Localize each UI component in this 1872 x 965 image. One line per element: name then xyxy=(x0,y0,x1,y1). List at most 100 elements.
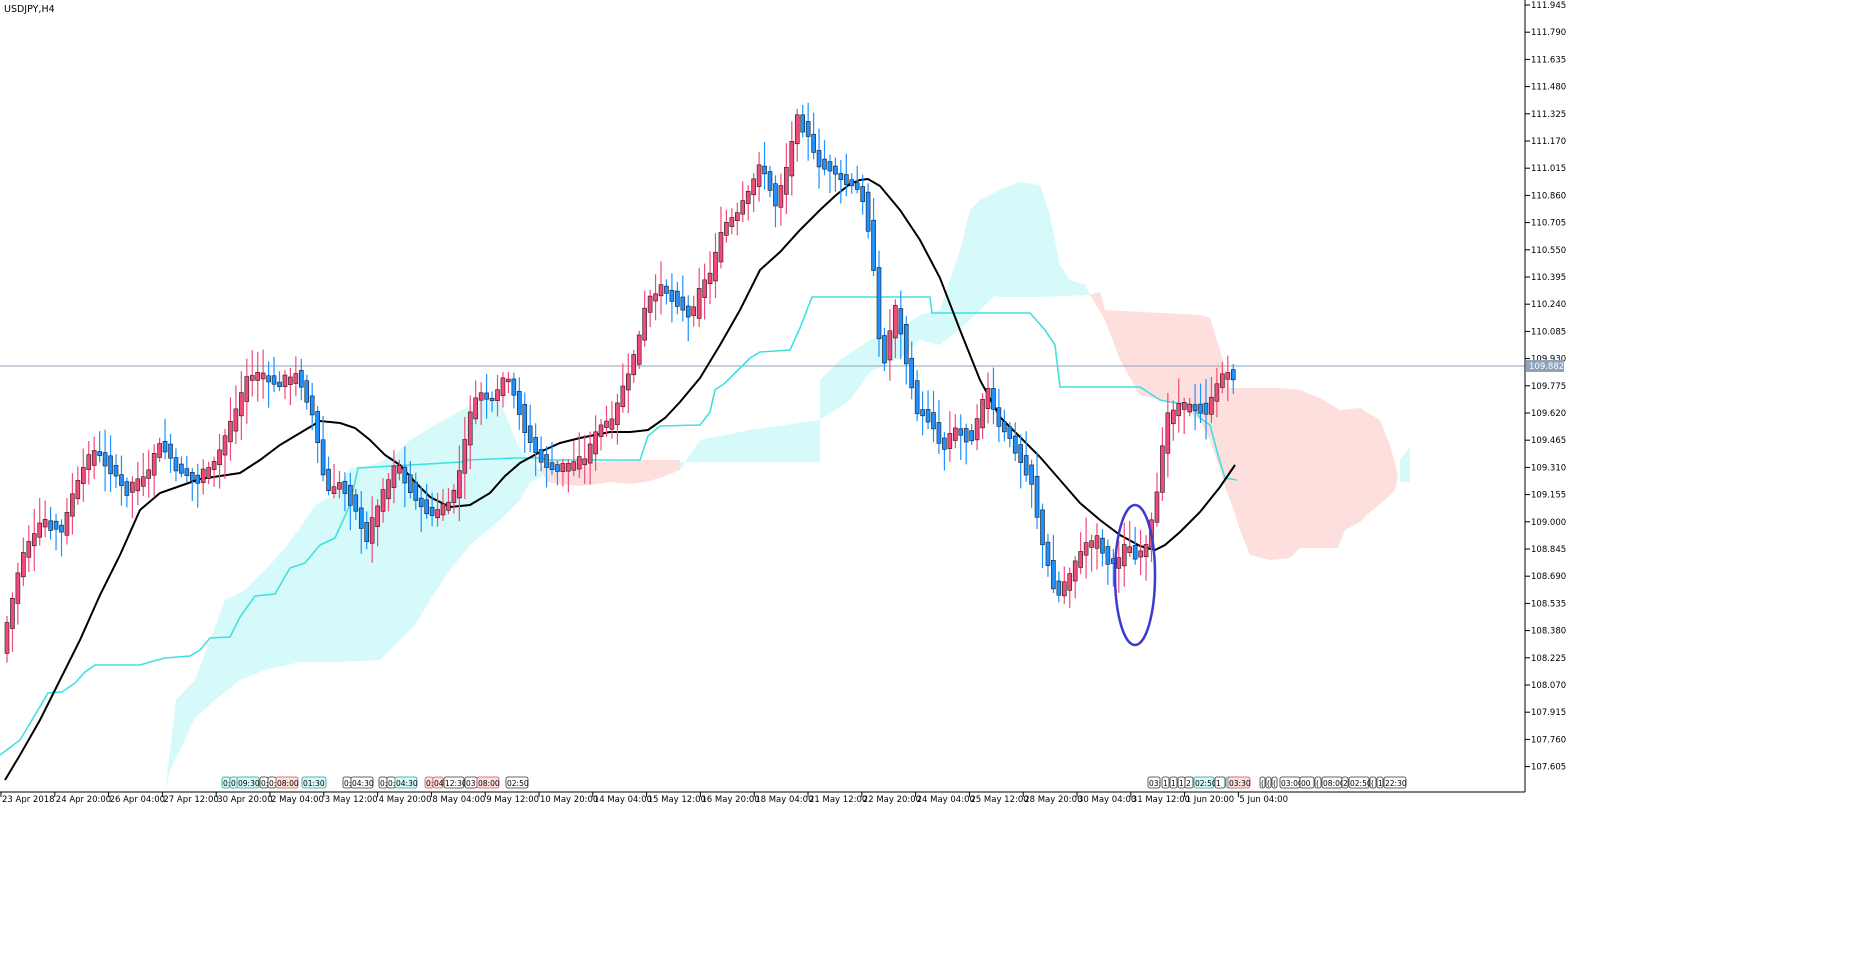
candle-down xyxy=(484,392,489,400)
y-tick-label: 111.325 xyxy=(1531,110,1566,120)
current-price-tag: 109.882 xyxy=(1526,360,1564,372)
candle-down xyxy=(413,481,419,501)
candle-up xyxy=(789,141,795,177)
candle-up xyxy=(233,408,239,432)
candle-up xyxy=(506,378,511,383)
candle-down xyxy=(1034,475,1040,518)
y-tick-label: 110.395 xyxy=(1531,273,1566,283)
candle-up xyxy=(81,467,86,484)
candle-up xyxy=(593,431,598,455)
session-time-label: ( xyxy=(1371,779,1374,788)
candle-up xyxy=(658,284,664,297)
candle-down xyxy=(516,391,522,415)
candle-up xyxy=(495,389,500,402)
session-time-box: 1 xyxy=(1161,776,1170,789)
candle-up xyxy=(217,449,222,466)
cloud-bearish-b xyxy=(1090,292,1398,560)
session-time-label: 02:50 xyxy=(1350,779,1372,788)
candle-down xyxy=(309,395,315,416)
session-time-box: 02:50 xyxy=(505,776,529,789)
candle-down xyxy=(511,378,517,396)
x-tick-label: 15 May 12:00 xyxy=(648,795,706,805)
session-time-box: ( xyxy=(1265,776,1272,789)
y-tick-label: 109.620 xyxy=(1531,409,1566,419)
candle-up xyxy=(446,501,451,511)
session-time-box: 04:30 xyxy=(394,776,418,789)
candle-up xyxy=(1072,560,1078,582)
y-tick-label: 110.240 xyxy=(1531,300,1566,310)
candle-up xyxy=(140,476,146,487)
candle-up xyxy=(293,373,299,384)
candle-down xyxy=(429,507,435,516)
candle-down xyxy=(914,380,920,415)
candle-up xyxy=(1160,445,1165,493)
candle-up xyxy=(609,418,615,430)
y-tick-label: 108.690 xyxy=(1531,572,1566,582)
candle-up xyxy=(260,372,266,380)
candle-down xyxy=(97,451,102,456)
candles-layer xyxy=(4,102,1236,663)
session-time-label: 0: xyxy=(231,779,238,788)
candle-down xyxy=(298,370,304,388)
y-tick-label: 111.480 xyxy=(1531,83,1566,93)
candle-up xyxy=(1116,557,1122,569)
candle-up xyxy=(206,467,211,479)
annotation-ellipse[interactable] xyxy=(1113,503,1157,647)
candle-down xyxy=(342,481,348,494)
candle-up xyxy=(604,420,609,428)
candle-up xyxy=(1209,396,1214,415)
candle-up xyxy=(713,251,718,282)
candle-up xyxy=(4,622,10,654)
candle-up xyxy=(222,435,228,456)
session-time-box: 08:00 xyxy=(1321,776,1345,789)
session-time-label: 03:30 xyxy=(1229,779,1251,788)
x-tick-label: 23 Apr 2018 xyxy=(2,795,55,805)
x-tick-label: 24 May 04:00 xyxy=(917,795,975,805)
candle-down xyxy=(838,173,844,181)
candle-down xyxy=(1045,541,1051,566)
y-tick-label: 111.635 xyxy=(1531,55,1566,65)
x-tick-label: 10 May 20:00 xyxy=(540,795,598,805)
candle-up xyxy=(369,517,375,544)
candle-down xyxy=(898,308,904,335)
candle-up xyxy=(756,164,762,187)
candle-down xyxy=(173,457,179,472)
session-time-label: 0: xyxy=(426,779,433,788)
y-tick-label: 108.380 xyxy=(1531,627,1566,637)
candle-down xyxy=(418,497,424,508)
candle-down xyxy=(1040,509,1045,546)
candle-up xyxy=(1176,403,1182,417)
candle-up xyxy=(462,439,468,474)
candle-up xyxy=(1078,551,1083,568)
candle-down xyxy=(882,335,887,364)
candle-down xyxy=(1230,369,1236,381)
candle-up xyxy=(1089,540,1094,548)
candle-up xyxy=(200,468,206,483)
candle-up xyxy=(571,461,577,471)
y-tick-label: 109.775 xyxy=(1531,382,1566,392)
candle-down xyxy=(903,324,909,365)
session-time-box: 04: xyxy=(432,776,446,789)
x-tick-label: 8 May 04:00 xyxy=(432,795,485,805)
candle-down xyxy=(168,443,173,459)
session-time-label: 12:30 xyxy=(445,779,467,788)
session-time-box: 0: xyxy=(267,776,277,789)
candle-up xyxy=(566,463,571,472)
candle-up xyxy=(974,418,980,441)
candle-up xyxy=(1094,535,1100,549)
candle-up xyxy=(21,552,26,578)
candle-up xyxy=(702,279,707,298)
candle-up xyxy=(500,377,506,397)
candle-up xyxy=(615,402,620,425)
candle-down xyxy=(124,481,130,496)
y-tick-label: 110.705 xyxy=(1531,219,1566,229)
session-time-box: 03: xyxy=(1147,776,1161,789)
y-tick-label: 109.930 xyxy=(1531,355,1566,365)
candle-up xyxy=(1187,403,1192,413)
candle-up xyxy=(887,330,893,361)
candle-down xyxy=(53,520,59,530)
x-tick-label: 21 May 12:00 xyxy=(809,795,867,805)
y-tick-label: 109.000 xyxy=(1531,518,1566,528)
